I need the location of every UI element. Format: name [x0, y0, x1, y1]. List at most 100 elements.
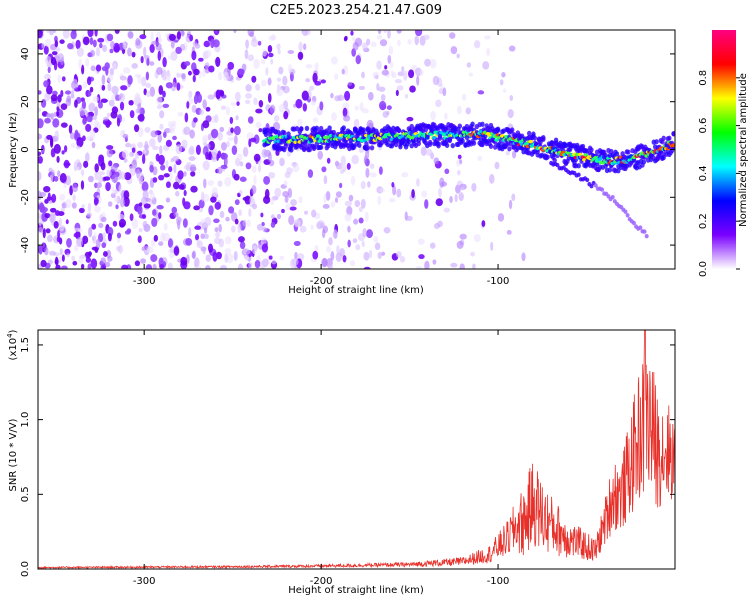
spectrogram-cell [102, 251, 108, 257]
spectrogram-cell [54, 130, 60, 141]
spectrogram-cell [75, 159, 81, 164]
spectrogram-cell [45, 228, 51, 234]
spectrogram-cell [258, 128, 263, 133]
spectrogram-cell [555, 162, 560, 168]
spectrogram-cell [484, 35, 491, 40]
spectrogram-cell [189, 34, 194, 42]
spectrogram-cell [576, 172, 581, 177]
spectrogram-cell [369, 172, 377, 178]
spectrogram-cell [278, 103, 286, 113]
spectrogram-cell [38, 118, 44, 129]
spectrogram-cell [247, 116, 254, 124]
spectrogram-cell [87, 175, 94, 183]
spectrogram-cell [220, 141, 227, 151]
spectrogram-cell [129, 151, 135, 157]
spectrogram-cell [44, 117, 51, 124]
spectrogram-cell [130, 167, 136, 176]
spectrogram-cell [38, 212, 42, 219]
spectrogram-cell [114, 44, 120, 53]
spectrogram-cell [342, 107, 348, 118]
spectrogram-cell [200, 191, 205, 202]
spectrogram-cell [217, 150, 222, 159]
spectrogram-cell [149, 192, 156, 200]
spectrogram-cell [335, 191, 342, 198]
spectrogram-cell [234, 91, 241, 102]
spectrogram-cell [57, 94, 62, 103]
spectrogram-cell [198, 57, 204, 62]
spectrogram-cell [155, 153, 160, 162]
spectrogram-cell [268, 152, 272, 163]
spectrogram-cell [411, 188, 415, 199]
spectrogram-cell [282, 130, 287, 136]
spectrogram-cell [352, 238, 358, 244]
spectrogram-cell [190, 171, 196, 177]
spectrogram-cell [233, 30, 237, 34]
spectrogram-cell [100, 162, 106, 171]
spectrogram-cell [506, 229, 512, 235]
spectrogram-cell [404, 94, 409, 99]
spectrogram-cell [362, 228, 367, 238]
spectrogram-cell [165, 71, 171, 82]
spectrogram-cell [158, 241, 164, 246]
spectrogram-cell [246, 219, 251, 228]
spectrogram-cell [335, 252, 342, 262]
spectrogram-cell [344, 213, 352, 222]
spectrogram-cell [282, 85, 290, 94]
spectrogram-cell [495, 126, 501, 132]
spectrogram-cell [98, 101, 103, 109]
spectrogram-cell [283, 180, 288, 187]
spectrogram-cell [383, 30, 388, 33]
spectrogram-cell [72, 260, 78, 266]
spectrogram-cell [362, 42, 368, 51]
spectrogram-cell [297, 51, 304, 60]
spectrogram-cell [57, 74, 62, 83]
spectrogram-cell [150, 31, 154, 41]
spectrogram-cell [444, 112, 448, 120]
spectrogram-cell [366, 229, 373, 239]
spectrogram-cell [294, 219, 301, 228]
spectrogram-cell [143, 46, 147, 58]
spectrogram-cell [346, 162, 351, 170]
spectrogram-cell [257, 40, 262, 46]
spectrogram-cell [54, 256, 59, 266]
spectrogram-cell [233, 125, 241, 136]
spectrogram-cell [144, 126, 151, 133]
spectrogram-cell [471, 182, 477, 192]
spectrogram-cell [365, 145, 371, 151]
spectrogram-cell [376, 34, 383, 40]
spectrogram-cell [230, 127, 234, 134]
spectrogram-cell [170, 40, 175, 49]
colorbar-gradient [712, 30, 736, 269]
spectrogram-cell [168, 166, 173, 173]
x-tick-label: -300 [133, 276, 156, 287]
spectrogram-cell [142, 189, 149, 200]
spectrogram-cell [270, 34, 276, 41]
spectrogram-cell [141, 76, 147, 87]
spectrogram-cell [94, 30, 98, 37]
spectrogram-cell [173, 246, 180, 256]
spectrogram-cell [51, 169, 55, 178]
spectrogram-cell [203, 178, 207, 189]
spectrogram-cell [406, 139, 412, 145]
colorbar-tick-label: 0.2 [698, 213, 709, 229]
spectrogram-cell [52, 30, 57, 34]
spectrogram-cell [183, 201, 191, 210]
spectrogram-cell [131, 51, 136, 58]
spectrogram-cell [322, 135, 328, 140]
spectrogram-cell [334, 197, 339, 203]
spectrogram-cell [295, 98, 303, 109]
spectrogram-cell [265, 67, 269, 76]
spectrogram-cell [107, 121, 112, 126]
spectrogram-cell [98, 222, 104, 229]
spectrogram-cell [60, 122, 68, 128]
spectrogram-cell [406, 134, 412, 139]
spectrogram-x-axis: -300 -200 -100 [133, 30, 509, 287]
spectrogram-cell [384, 65, 388, 70]
spectrogram-cell [225, 216, 230, 222]
spectrogram-cell [350, 30, 354, 36]
spectrogram-cell [212, 251, 218, 262]
spectrogram-cell [439, 177, 445, 188]
spectrogram-cell [210, 128, 219, 139]
spectrogram-cell [322, 204, 330, 209]
